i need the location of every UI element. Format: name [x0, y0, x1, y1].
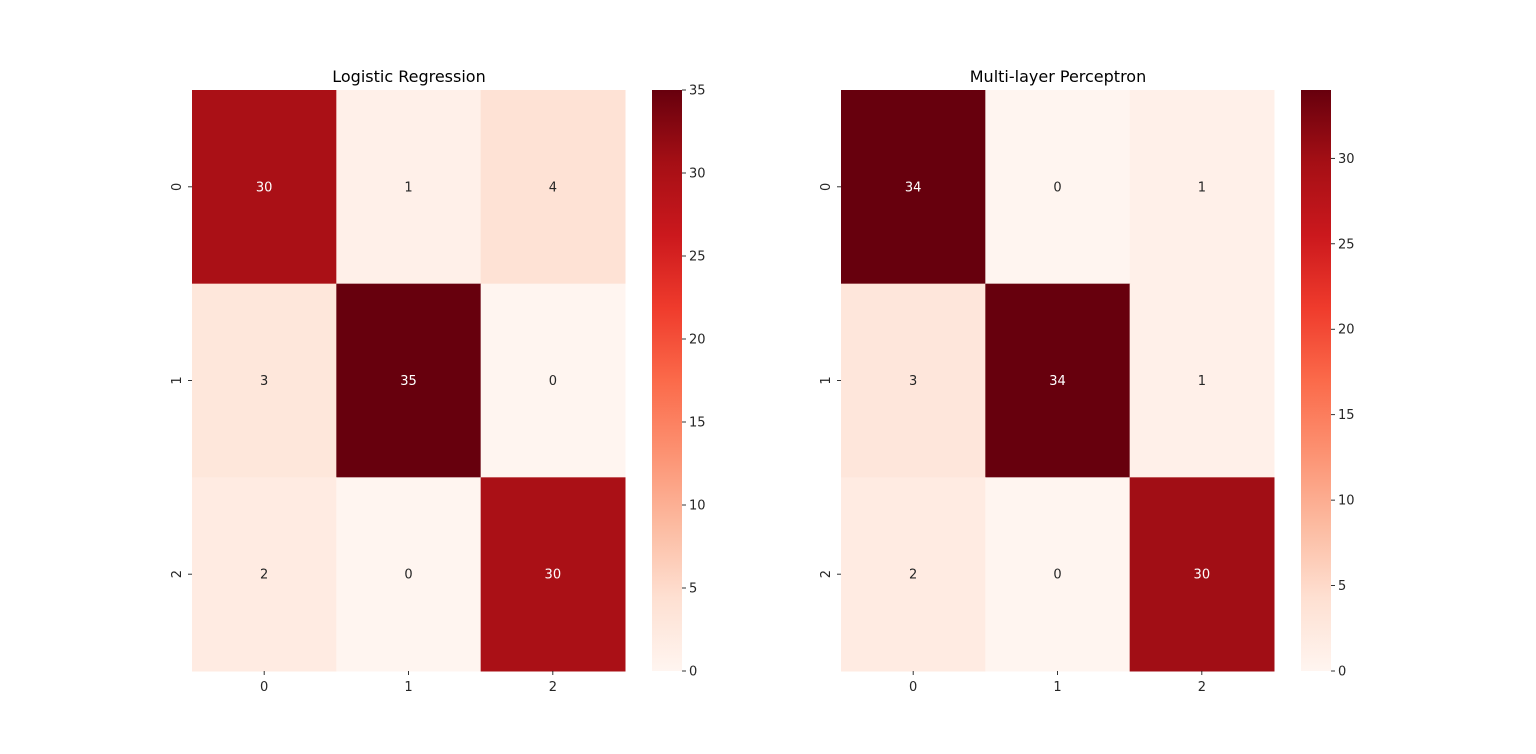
heatmap-cell-r1-c0	[192, 283, 337, 478]
y-axis-ticks: 0 1 2	[170, 183, 192, 578]
cell-annotation: 30	[545, 568, 562, 583]
y-tick-label: 0	[819, 183, 834, 191]
heatmap-cell-r1-c1	[985, 283, 1131, 478]
heatmap-cell-r1-c2	[1129, 283, 1275, 478]
colorbar-tick-label: 10	[689, 499, 706, 514]
colorbar-tick-label: 30	[1338, 152, 1355, 167]
cell-annotation: 3	[260, 374, 268, 389]
cell-annotation: 0	[549, 374, 557, 389]
cell-annotation: 1	[1198, 374, 1206, 389]
heatmap-cells: 34 0 1 3 34 1 2 0 30	[841, 90, 1275, 672]
x-tick-label: 2	[1198, 680, 1206, 695]
cell-annotation: 0	[1053, 568, 1061, 583]
heatmap-cell-r0-c2	[1129, 90, 1275, 285]
heatmap-cell-r1-c2	[480, 283, 626, 478]
x-tick-label: 2	[549, 680, 557, 695]
colorbar-tick-label: 25	[1338, 237, 1355, 252]
cell-annotation: 3	[909, 374, 917, 389]
colorbar-tick-label: 20	[689, 333, 706, 348]
colorbar-tick-label: 15	[689, 416, 706, 431]
cell-annotation: 4	[549, 180, 557, 195]
colorbar-tick-label: 5	[689, 582, 697, 597]
cell-annotation: 34	[1049, 374, 1066, 389]
cell-annotation: 1	[1198, 180, 1206, 195]
x-tick-label: 1	[404, 680, 412, 695]
cell-annotation: 30	[256, 180, 273, 195]
x-tick-label: 0	[909, 680, 917, 695]
colorbar-tick-label: 20	[1338, 323, 1355, 338]
heatmap-cell-r0-c2	[480, 90, 626, 285]
colorbar-tick-label: 5	[1338, 579, 1346, 594]
heatmap-cell-r2-c1	[985, 477, 1131, 672]
cell-annotation: 2	[260, 568, 268, 583]
colorbar-tick-label: 15	[1338, 408, 1355, 423]
heatmap-cell-r2-c0	[841, 477, 986, 672]
heatmap-cell-r0-c0	[192, 90, 337, 285]
colorbar-tick-label: 35	[689, 84, 706, 99]
heatmap-cell-r2-c2	[1129, 477, 1275, 672]
cell-annotation: 0	[1053, 180, 1061, 195]
heatmap-cell-r0-c1	[336, 90, 482, 285]
cell-annotation: 34	[905, 180, 922, 195]
colorbar-gradient	[1301, 90, 1331, 671]
colorbar-tick-label: 0	[689, 665, 697, 680]
cell-annotation: 2	[909, 568, 917, 583]
colorbar-tick-label: 10	[1338, 494, 1355, 509]
chart-title: Multi-layer Perceptron	[970, 67, 1146, 86]
cell-annotation: 35	[400, 374, 417, 389]
x-axis-ticks: 0 1 2	[260, 671, 557, 695]
colorbar: 0 5 10 15 20 25 30	[1301, 90, 1355, 680]
cell-annotation: 30	[1194, 568, 1211, 583]
y-tick-label: 2	[170, 570, 185, 578]
heatmap-cell-r0-c0	[841, 90, 986, 285]
cell-annotation: 0	[404, 568, 412, 583]
y-tick-label: 2	[819, 570, 834, 578]
chart-title: Logistic Regression	[332, 67, 485, 86]
colorbar: 0 5 10 15 20 25 30 35	[652, 84, 706, 680]
heatmap-cells: 30 1 4 3 35 0 2 0 30	[192, 90, 626, 672]
heatmap-cell-r2-c0	[192, 477, 337, 672]
heatmap-cell-r2-c1	[336, 477, 482, 672]
colorbar-tick-label: 25	[689, 250, 706, 265]
y-tick-label: 1	[819, 376, 834, 384]
heatmap-cell-r1-c1	[336, 283, 482, 478]
heatmap-cell-r0-c1	[985, 90, 1131, 285]
colorbar-gradient	[652, 90, 682, 671]
y-axis-ticks: 0 1 2	[819, 183, 841, 578]
y-tick-label: 0	[170, 183, 185, 191]
heatmap-cell-r1-c0	[841, 283, 986, 478]
x-tick-label: 0	[260, 680, 268, 695]
y-tick-label: 1	[170, 376, 185, 384]
heatmap-cell-r2-c2	[480, 477, 626, 672]
colorbar-tick-label: 0	[1338, 665, 1346, 680]
x-axis-ticks: 0 1 2	[909, 671, 1206, 695]
cell-annotation: 1	[404, 180, 412, 195]
colorbar-tick-label: 30	[689, 167, 706, 182]
x-tick-label: 1	[1053, 680, 1061, 695]
